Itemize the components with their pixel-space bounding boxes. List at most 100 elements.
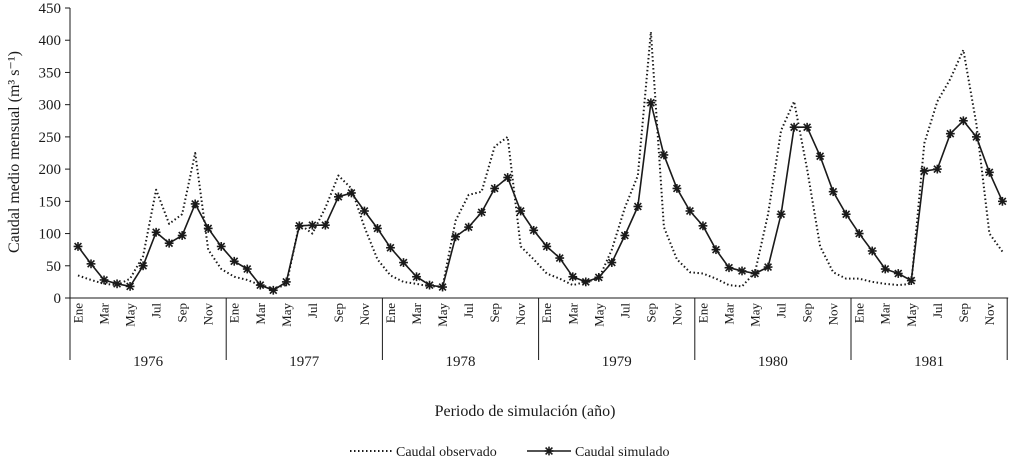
data-point-simulado [334,192,343,202]
month-label: Sep [331,303,346,323]
data-point-simulado [932,164,942,174]
month-label: Ene [71,303,86,323]
month-label: Sep [175,303,190,323]
month-label: Sep [643,303,658,323]
month-label: Sep [956,303,971,323]
month-label: May [591,303,606,327]
month-label: Ene [695,303,710,323]
month-label: Jul [461,303,476,319]
x-axis-title: Periodo de simulación (año) [435,403,616,420]
data-point-simulado [347,188,356,198]
data-point-simulado [985,167,994,177]
data-point-simulado [360,206,369,216]
y-tick-label: 200 [39,162,62,178]
data-point-simulado [203,224,213,233]
data-point-simulado [867,246,877,256]
data-point-simulado [919,166,929,176]
month-label: Mar [565,302,580,324]
month-label: May [748,303,763,327]
data-point-simulado [190,199,200,209]
month-label: Ene [539,303,554,323]
data-point-simulado [177,231,187,240]
month-label: Nov [513,303,528,326]
data-point-simulado [477,207,487,217]
data-point-simulado [906,276,916,285]
data-point-simulado [568,272,578,282]
month-label: Nov [201,303,216,326]
month-label: Mar [97,302,112,324]
month-label: May [123,303,138,327]
month-label: May [435,303,450,327]
data-point-simulado [841,209,851,219]
data-point-simulado [386,243,395,253]
month-label: Nov [982,303,997,326]
y-tick-label: 400 [39,33,62,49]
month-label: Mar [722,302,737,324]
data-point-simulado [438,282,447,292]
month-label: May [904,303,919,327]
data-point-simulado [73,242,83,251]
legend-observado-label: Caudal observado [396,445,497,458]
data-point-simulado [516,206,526,216]
y-tick-label: 250 [39,130,62,146]
data-point-simulado [880,264,890,274]
legend-simulado-marker [544,446,554,456]
data-point-simulado [99,275,109,285]
month-label: Jul [930,303,945,319]
data-point-simulado [620,231,630,240]
month-label: Sep [487,303,502,323]
data-point-simulado [151,227,161,237]
data-point-simulado [607,258,617,267]
month-label: Ene [227,303,242,323]
data-point-simulado [789,122,799,132]
month-label: Jul [149,303,164,319]
year-label: 1976 [133,354,164,370]
data-point-simulado [320,220,330,230]
data-point-simulado [125,282,135,291]
data-point-simulado [776,209,786,219]
month-label: Sep [800,303,815,323]
data-point-simulado [698,221,708,231]
y-tick-label: 350 [39,65,62,81]
x-axis-categories: Ene Mar May Jul Sep Nov 1976 Ene Mar May Jul Sep Nov… [69,298,1008,370]
series-line-observado [77,30,1004,290]
data-point-simulado [828,187,838,197]
month-label: Mar [253,302,268,324]
data-point-simulado [412,272,421,282]
legend-star-icon [544,446,554,456]
month-label: Ene [383,303,398,323]
data-point-simulado [229,256,239,266]
data-point-simulado [242,264,252,274]
data-point-simulado [854,229,864,238]
y-tick-label: 50 [46,259,61,275]
data-point-simulado [724,263,734,273]
series-group [73,30,1007,295]
month-label: Mar [878,302,893,324]
year-label: 1977 [289,354,320,370]
data-point-simulado [633,202,643,211]
data-point-simulado [268,285,278,295]
data-point-simulado [672,184,682,193]
series-markers-simulado [73,98,1007,295]
data-point-simulado [815,151,825,161]
y-tick-label: 0 [54,291,62,307]
data-point-simulado [763,262,773,272]
data-point-simulado [646,98,656,108]
y-tick-label: 100 [39,227,62,243]
data-point-simulado [216,242,226,251]
data-point-simulado [893,269,903,278]
data-point-simulado [294,221,304,231]
data-point-simulado [399,258,408,267]
month-label: Mar [409,302,424,324]
data-point-simulado [542,242,552,251]
month-label: Ene [852,303,867,323]
data-point-simulado [971,132,981,142]
year-label: 1980 [758,354,788,370]
data-point-simulado [164,238,174,248]
y-tick-label: 450 [39,1,62,17]
data-point-simulado [373,224,382,233]
year-label: 1979 [602,354,632,370]
data-point-simulado [281,277,291,287]
data-point-simulado [555,253,565,263]
legend-simulado-label: Caudal simulado [575,445,670,458]
